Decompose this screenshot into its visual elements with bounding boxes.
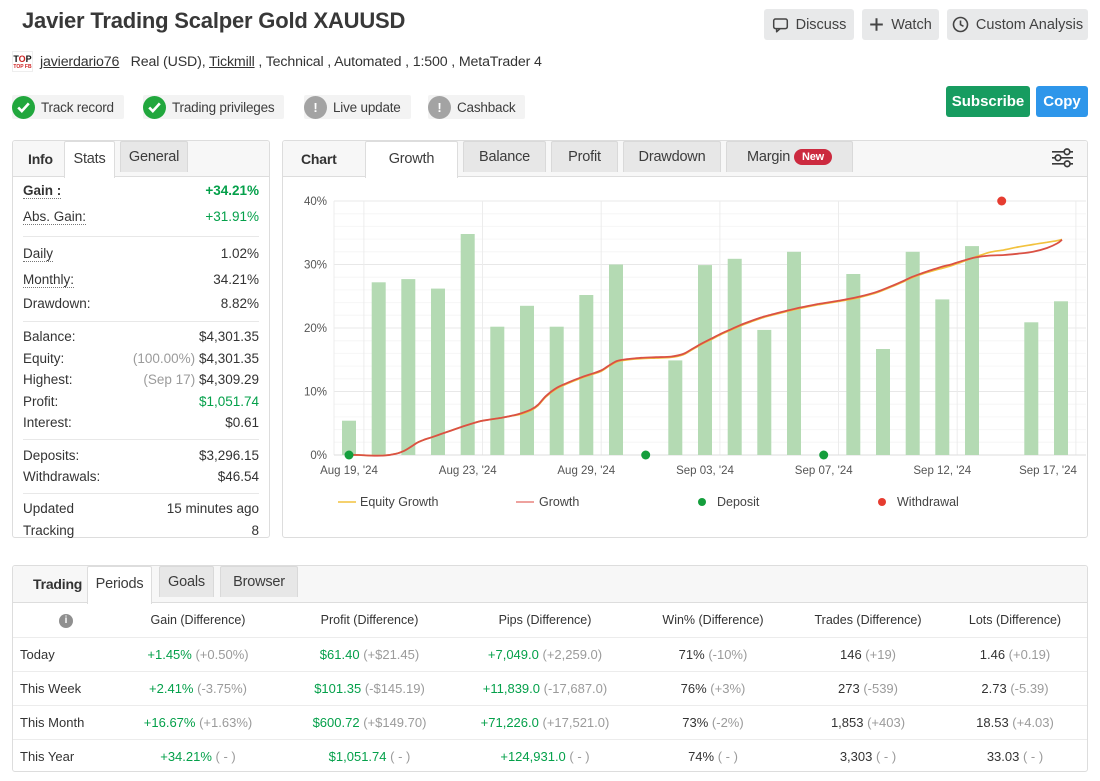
svg-text:0%: 0%	[310, 450, 327, 462]
svg-text:Deposit: Deposit	[717, 495, 760, 509]
svg-text:Aug 29, '24: Aug 29, '24	[557, 465, 615, 477]
svg-text:Sep 07, '24: Sep 07, '24	[795, 465, 853, 477]
svg-text:Withdrawal: Withdrawal	[897, 495, 959, 509]
svg-text:Sep 17, '24: Sep 17, '24	[1019, 465, 1077, 477]
svg-text:Sep 03, '24: Sep 03, '24	[676, 465, 734, 477]
svg-text:Aug 19, '24: Aug 19, '24	[320, 465, 378, 477]
svg-text:40%: 40%	[304, 196, 327, 208]
svg-text:Aug 23, '24: Aug 23, '24	[439, 465, 497, 477]
svg-text:20%: 20%	[304, 323, 327, 335]
svg-text:Equity Growth: Equity Growth	[360, 495, 439, 509]
svg-text:Sep 12, '24: Sep 12, '24	[913, 465, 971, 477]
svg-text:30%: 30%	[304, 260, 327, 272]
svg-text:Growth: Growth	[539, 495, 579, 509]
svg-text:10%: 10%	[304, 387, 327, 399]
